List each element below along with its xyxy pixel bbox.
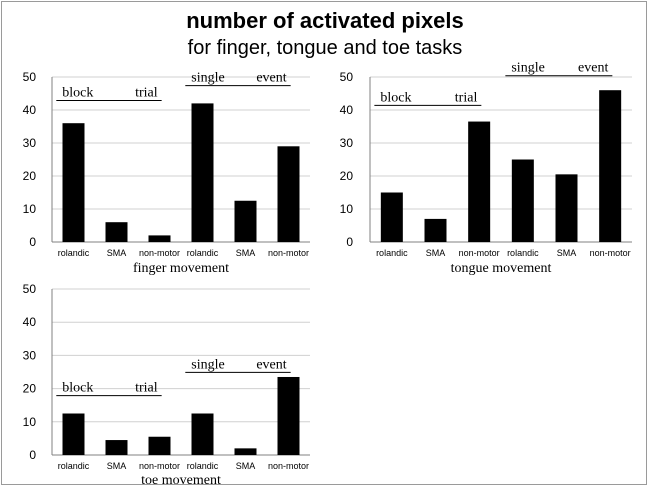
tongue-category-label: non-motor [459,248,500,258]
finger-bar-2 [148,235,171,242]
finger-bar-0 [62,123,85,242]
toe-annotation-trial: trial [135,381,158,396]
tongue-annotation-single: single [511,61,544,76]
finger-ytick-label: 30 [23,136,37,150]
toe-bar-5 [277,376,300,455]
finger-ytick-label: 50 [23,70,37,84]
finger-category-label: non-motor [139,248,180,258]
toe-bar-2 [148,436,171,455]
tongue-category-label: SMA [557,248,577,258]
toe-ytick-label: 20 [23,382,37,396]
finger-category-label: SMA [107,248,127,258]
finger-category-label: rolandic [187,248,219,258]
tongue-ytick-label: 0 [346,235,353,249]
chart-title: number of activated pixels [186,8,464,33]
tongue-bar-4 [555,174,578,242]
toe-category-label: SMA [107,461,127,471]
toe-annotation-event: event [256,357,286,372]
finger-category-label: SMA [236,248,256,258]
finger-bar-5 [277,146,300,242]
toe-category-label: rolandic [187,461,219,471]
toe-bar-0 [62,413,85,455]
finger-annotation-trial: trial [135,85,158,100]
toe-ytick-label: 10 [23,415,37,429]
tongue-annotation-block: block [380,90,411,105]
finger-bar-3 [191,103,214,243]
finger-annotation-block: block [62,85,93,100]
toe-category-label: rolandic [58,461,90,471]
finger-annotation-single: single [191,71,224,86]
tongue-ytick-label: 40 [340,103,354,117]
toe-annotation-single: single [191,357,224,372]
finger-category-label: non-motor [268,248,309,258]
tongue-ytick-label: 20 [340,169,354,183]
toe-ytick-label: 30 [23,348,37,362]
toe-x-axis-label: toe movement [141,473,221,488]
toe-ytick-label: 40 [23,315,37,329]
toe-annotation-block: block [62,381,93,396]
tongue-annotation-event: event [578,61,608,76]
tongue-annotation-trial: trial [455,90,478,105]
finger-ytick-label: 0 [29,235,36,249]
toe-category-label: non-motor [268,461,309,471]
tongue-bar-0 [380,192,403,242]
toe-ytick-label: 50 [23,282,37,296]
tongue-bar-3 [511,159,534,242]
finger-annotation-event: event [256,71,286,86]
tongue-category-label: SMA [426,248,446,258]
finger-category-label: rolandic [58,248,90,258]
tongue-bar-1 [424,218,447,242]
toe-bar-1 [105,440,128,455]
tongue-bar-5 [599,90,622,242]
tongue-ytick-label: 30 [340,136,354,150]
toe-bar-3 [191,413,214,455]
tongue-bar-2 [468,121,491,242]
finger-ytick-label: 40 [23,103,37,117]
tongue-ytick-label: 50 [340,70,354,84]
toe-bar-4 [234,448,257,455]
finger-bar-1 [105,222,128,242]
toe-category-label: non-motor [139,461,180,471]
finger-x-axis-label: finger movement [133,261,229,276]
tongue-x-axis-label: tongue movement [451,261,552,276]
finger-ytick-label: 10 [23,202,37,216]
finger-ytick-label: 20 [23,169,37,183]
toe-category-label: SMA [236,461,256,471]
tongue-ytick-label: 10 [340,202,354,216]
tongue-category-label: non-motor [590,248,631,258]
chart-subtitle: for finger, tongue and toe tasks [187,37,463,59]
finger-bar-4 [234,200,257,242]
tongue-category-label: rolandic [376,248,408,258]
tongue-category-label: rolandic [507,248,539,258]
toe-ytick-label: 0 [29,448,36,462]
